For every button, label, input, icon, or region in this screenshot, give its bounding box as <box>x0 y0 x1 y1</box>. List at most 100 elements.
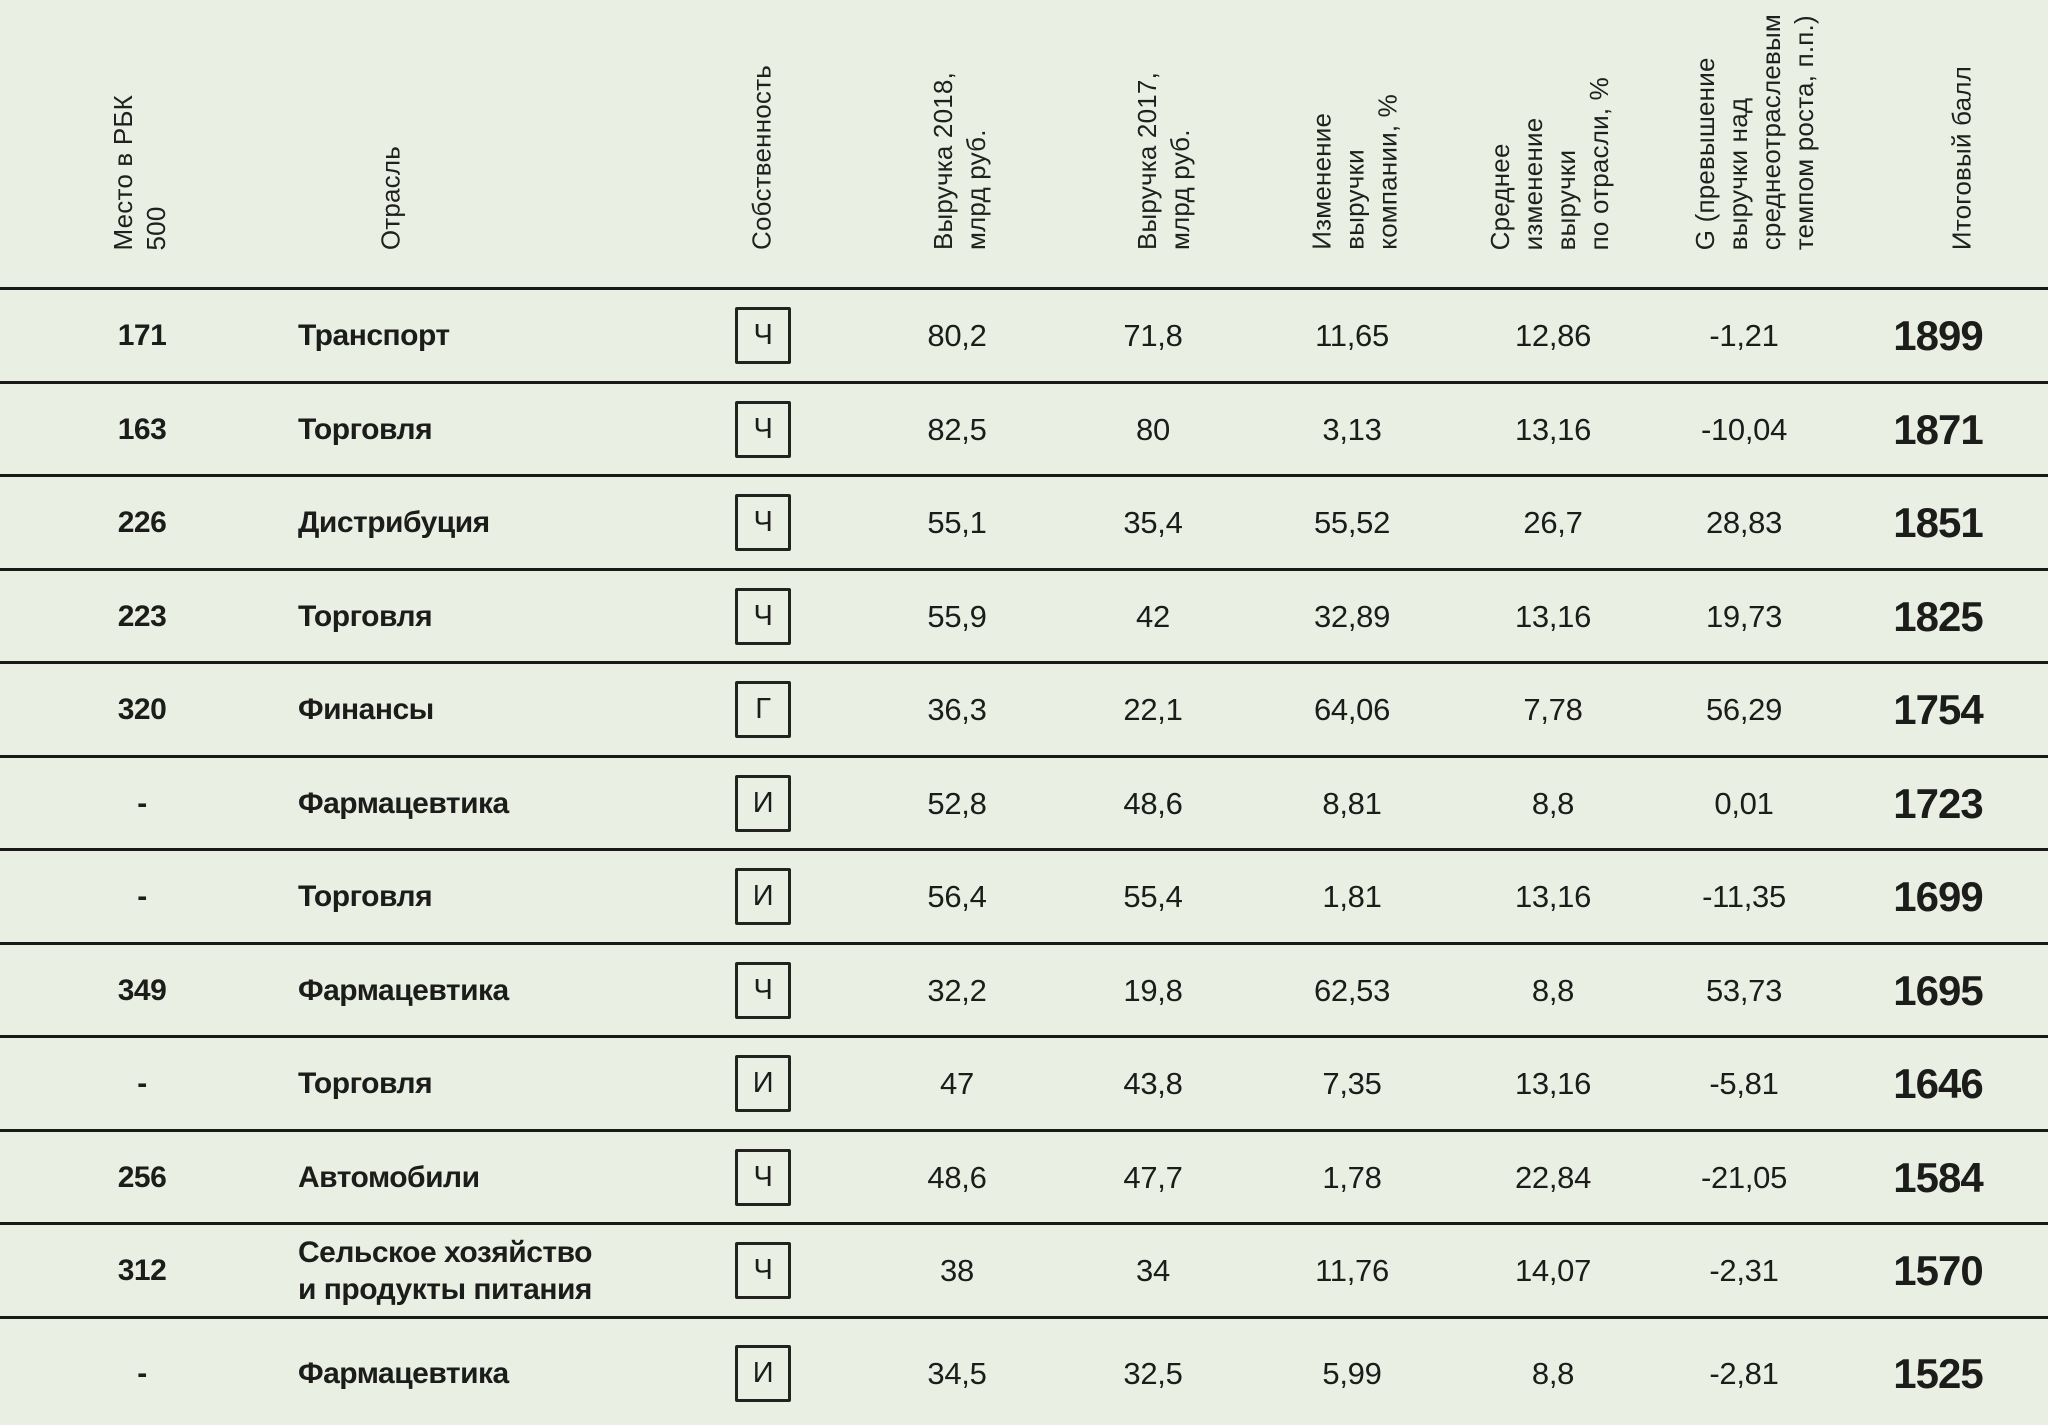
industry-change-cell: 14,07 <box>1514 1252 1592 1288</box>
ownership-cell: И <box>707 1038 819 1129</box>
revenue-2018-cell: 47 <box>940 1065 974 1101</box>
table-row: 163 Торговля Ч 82,5 80 3,13 13,16 -10,04… <box>0 381 2048 475</box>
revenue-2018-cell: 82,5 <box>927 411 987 447</box>
industry-change-cell: 8,8 <box>1531 972 1575 1008</box>
revenue-2018-cell: 32,2 <box>927 972 987 1008</box>
ownership-cell: Ч <box>707 1132 819 1223</box>
ownership-badge: Ч <box>735 307 791 364</box>
industry-cell: Торговля <box>298 1067 433 1100</box>
ownership-badge: И <box>735 775 791 832</box>
revenue-2018-cell: 34,5 <box>927 1355 987 1391</box>
industry-cell: Торговля <box>298 880 433 913</box>
total-score-cell: 1695 <box>1893 966 1983 1014</box>
ownership-cell: Ч <box>707 290 819 381</box>
ownership-cell: И <box>707 758 819 849</box>
g-index-cell: -5,81 <box>1709 1065 1779 1101</box>
table-row: 171 Транспорт Ч 80,2 71,8 11,65 12,86 -1… <box>0 287 2048 381</box>
column-header-industry-change: Среднее изменение выручки по отрасли, % <box>1485 76 1614 250</box>
column-header-rank: Место в РБК 500 <box>108 94 171 251</box>
revenue-2017-cell: 35,4 <box>1123 504 1183 540</box>
ownership-badge: Ч <box>735 494 791 551</box>
g-index-cell: -21,05 <box>1700 1159 1788 1195</box>
industry-change-cell: 8,8 <box>1531 785 1575 821</box>
company-change-cell: 62,53 <box>1313 972 1391 1008</box>
revenue-2017-cell: 47,7 <box>1123 1159 1183 1195</box>
ownership-badge: Ч <box>735 1149 791 1206</box>
rank-cell: - <box>137 879 147 913</box>
table-row: 226 Дистрибуция Ч 55,1 35,4 55,52 26,7 2… <box>0 474 2048 568</box>
total-score-cell: 1871 <box>1893 405 1983 453</box>
revenue-2018-cell: 48,6 <box>927 1159 987 1195</box>
ownership-badge: Ч <box>735 401 791 458</box>
rank-cell: 320 <box>117 692 167 726</box>
company-change-cell: 3,13 <box>1322 411 1382 447</box>
table-row: 256 Автомобили Ч 48,6 47,7 1,78 22,84 -2… <box>0 1129 2048 1223</box>
g-index-cell: -10,04 <box>1700 411 1788 447</box>
industry-change-cell: 13,16 <box>1514 878 1592 914</box>
industry-change-cell: 12,86 <box>1514 317 1592 353</box>
g-index-cell: -1,21 <box>1709 317 1779 353</box>
rank-cell: 226 <box>117 505 167 539</box>
revenue-2017-cell: 43,8 <box>1123 1065 1183 1101</box>
table-row: - Фармацевтика И 34,5 32,5 5,99 8,8 -2,8… <box>0 1316 2048 1425</box>
column-header-company-change: Изменение выручки компании, % <box>1306 94 1403 250</box>
company-change-cell: 32,89 <box>1313 598 1391 634</box>
g-index-cell: 19,73 <box>1705 598 1783 634</box>
total-score-cell: 1723 <box>1893 779 1983 827</box>
industry-cell: Фармацевтика <box>298 787 509 820</box>
ownership-cell: Ч <box>707 384 819 475</box>
total-score-cell: 1851 <box>1893 498 1983 546</box>
ownership-cell: И <box>707 1319 819 1425</box>
ownership-cell: Г <box>707 664 819 755</box>
column-header-ownership: Собственность <box>746 65 777 250</box>
ownership-badge: И <box>735 1055 791 1112</box>
industry-cell: Дистрибуция <box>298 506 490 539</box>
industry-change-cell: 13,16 <box>1514 1065 1592 1101</box>
company-change-cell: 11,76 <box>1315 1252 1389 1288</box>
rank-cell: 256 <box>117 1160 167 1194</box>
revenue-2017-cell: 19,8 <box>1123 972 1183 1008</box>
industry-change-cell: 22,84 <box>1514 1159 1592 1195</box>
rank-cell: - <box>137 1356 147 1390</box>
table-row: - Фармацевтика И 52,8 48,6 8,81 8,8 0,01… <box>0 755 2048 849</box>
ownership-badge: И <box>735 868 791 925</box>
industry-cell: Фармацевтика <box>298 974 509 1007</box>
company-change-cell: 8,81 <box>1322 785 1382 821</box>
table-row: - Торговля И 47 43,8 7,35 13,16 -5,81 16… <box>0 1035 2048 1129</box>
industry-cell: Торговля <box>298 600 433 633</box>
industry-change-cell: 7,78 <box>1523 691 1583 727</box>
revenue-2018-cell: 36,3 <box>927 691 987 727</box>
ownership-badge: Ч <box>735 588 791 645</box>
company-change-cell: 7,35 <box>1322 1065 1382 1101</box>
industry-change-cell: 13,16 <box>1514 411 1592 447</box>
total-score-cell: 1570 <box>1893 1246 1983 1294</box>
column-header-revenue-2017: Выручка 2017, млрд руб. <box>1132 71 1195 250</box>
ownership-cell: Ч <box>707 945 819 1036</box>
company-change-cell: 1,78 <box>1322 1159 1382 1195</box>
ownership-badge: И <box>735 1345 791 1402</box>
column-header-g-index: G (превышение выручки над среднеотраслев… <box>1690 13 1819 250</box>
revenue-2018-cell: 38 <box>940 1252 974 1288</box>
ownership-badge: Г <box>735 681 791 738</box>
g-index-cell: -2,81 <box>1709 1355 1779 1391</box>
industry-cell: Финансы <box>298 693 434 726</box>
industry-cell: Автомобили <box>298 1161 480 1194</box>
table-row: 349 Фармацевтика Ч 32,2 19,8 62,53 8,8 5… <box>0 942 2048 1036</box>
rank-cell: - <box>137 786 147 820</box>
industry-cell: Фармацевтика <box>298 1357 509 1390</box>
rank-cell: 163 <box>117 412 167 446</box>
ownership-cell: Ч <box>707 477 819 568</box>
industry-cell: Сельское хозяйство и продукты питания <box>298 1235 592 1306</box>
table-row: 223 Торговля Ч 55,9 42 32,89 13,16 19,73… <box>0 568 2048 662</box>
table-row: 312 Сельское хозяйство и продукты питани… <box>0 1222 2048 1316</box>
column-header-industry: Отрасль <box>375 145 406 250</box>
revenue-2017-cell: 42 <box>1136 598 1170 634</box>
total-score-cell: 1754 <box>1893 685 1983 733</box>
ownership-cell: Ч <box>707 1225 819 1316</box>
g-index-cell: 0,01 <box>1714 785 1774 821</box>
g-index-cell: -11,35 <box>1702 878 1786 914</box>
revenue-2017-cell: 22,1 <box>1123 691 1183 727</box>
total-score-cell: 1899 <box>1893 311 1983 359</box>
industry-change-cell: 8,8 <box>1531 1355 1575 1391</box>
